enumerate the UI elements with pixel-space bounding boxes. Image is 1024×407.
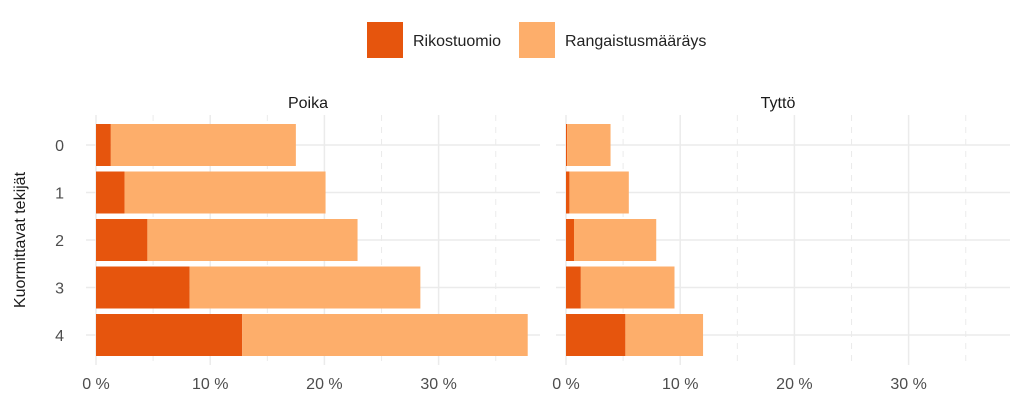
x-tick-label: 10 % [192, 376, 228, 393]
y-tick-label: 0 [55, 138, 64, 155]
bar-poika-0-rikostuomio [96, 124, 111, 166]
x-tick-label: 0 % [552, 376, 580, 393]
bar-poika-1-rikostuomio [96, 171, 125, 214]
legend-swatch-rangaistusmaarays [519, 22, 555, 58]
legend: Rikostuomio Rangaistusmääräys [367, 22, 706, 58]
x-tick-label: 30 % [890, 376, 926, 393]
y-axis-title: Kuormittavat tekijät [12, 171, 29, 308]
y-tick-label: 2 [55, 233, 64, 250]
x-tick-label: 10 % [662, 376, 698, 393]
bar-poika-1-rangaistusmaarays [124, 171, 326, 214]
y-tick-label: 3 [55, 281, 64, 298]
bar-tytto-2-rikostuomio [566, 219, 574, 261]
bar-poika-3-rikostuomio [96, 266, 190, 309]
y-tick-label: 4 [55, 328, 64, 345]
bar-poika-0-rangaistusmaarays [110, 124, 296, 166]
bar-tytto-0-rikostuomio [566, 124, 568, 166]
y-tick-label: 1 [55, 186, 64, 203]
chart-panels: Poika 0 % 10 % 20 % 30 % Tyttö 0 % 10 % 20 % 30 %… [55, 95, 1010, 393]
legend-swatch-rikostuomio [367, 22, 403, 58]
bar-tytto-3-rangaistusmaarays [580, 266, 675, 309]
bar-tytto-2-rangaistusmaarays [573, 219, 657, 261]
x-tick-label: 20 % [776, 376, 812, 393]
facet-title-poika: Poika [288, 95, 328, 112]
x-tick-label: 30 % [420, 376, 456, 393]
legend-label-rangaistusmaarays: Rangaistusmääräys [565, 33, 706, 50]
bar-poika-4-rikostuomio [96, 314, 243, 356]
panel-poika: Poika 0 % 10 % 20 % 30 % [82, 95, 540, 393]
bar-tytto-1-rikostuomio [566, 171, 570, 214]
bar-tytto-0-rangaistusmaarays [567, 124, 611, 166]
bar-poika-4-rangaistusmaarays [242, 314, 528, 356]
x-tick-label: 0 % [82, 376, 110, 393]
bar-poika-3-rangaistusmaarays [189, 266, 421, 309]
bar-poika-2-rangaistusmaarays [147, 219, 358, 261]
bar-tytto-1-rangaistusmaarays [569, 171, 629, 214]
bar-tytto-4-rangaistusmaarays [625, 314, 704, 356]
legend-label-rikostuomio: Rikostuomio [413, 33, 501, 50]
facet-title-tytto: Tyttö [761, 95, 796, 112]
bar-poika-2-rikostuomio [96, 219, 148, 261]
bar-tytto-3-rikostuomio [566, 266, 581, 309]
panel-tytto: Tyttö 0 % 10 % 20 % 30 % [552, 95, 1010, 393]
bar-tytto-4-rikostuomio [566, 314, 626, 356]
x-tick-label: 20 % [306, 376, 342, 393]
